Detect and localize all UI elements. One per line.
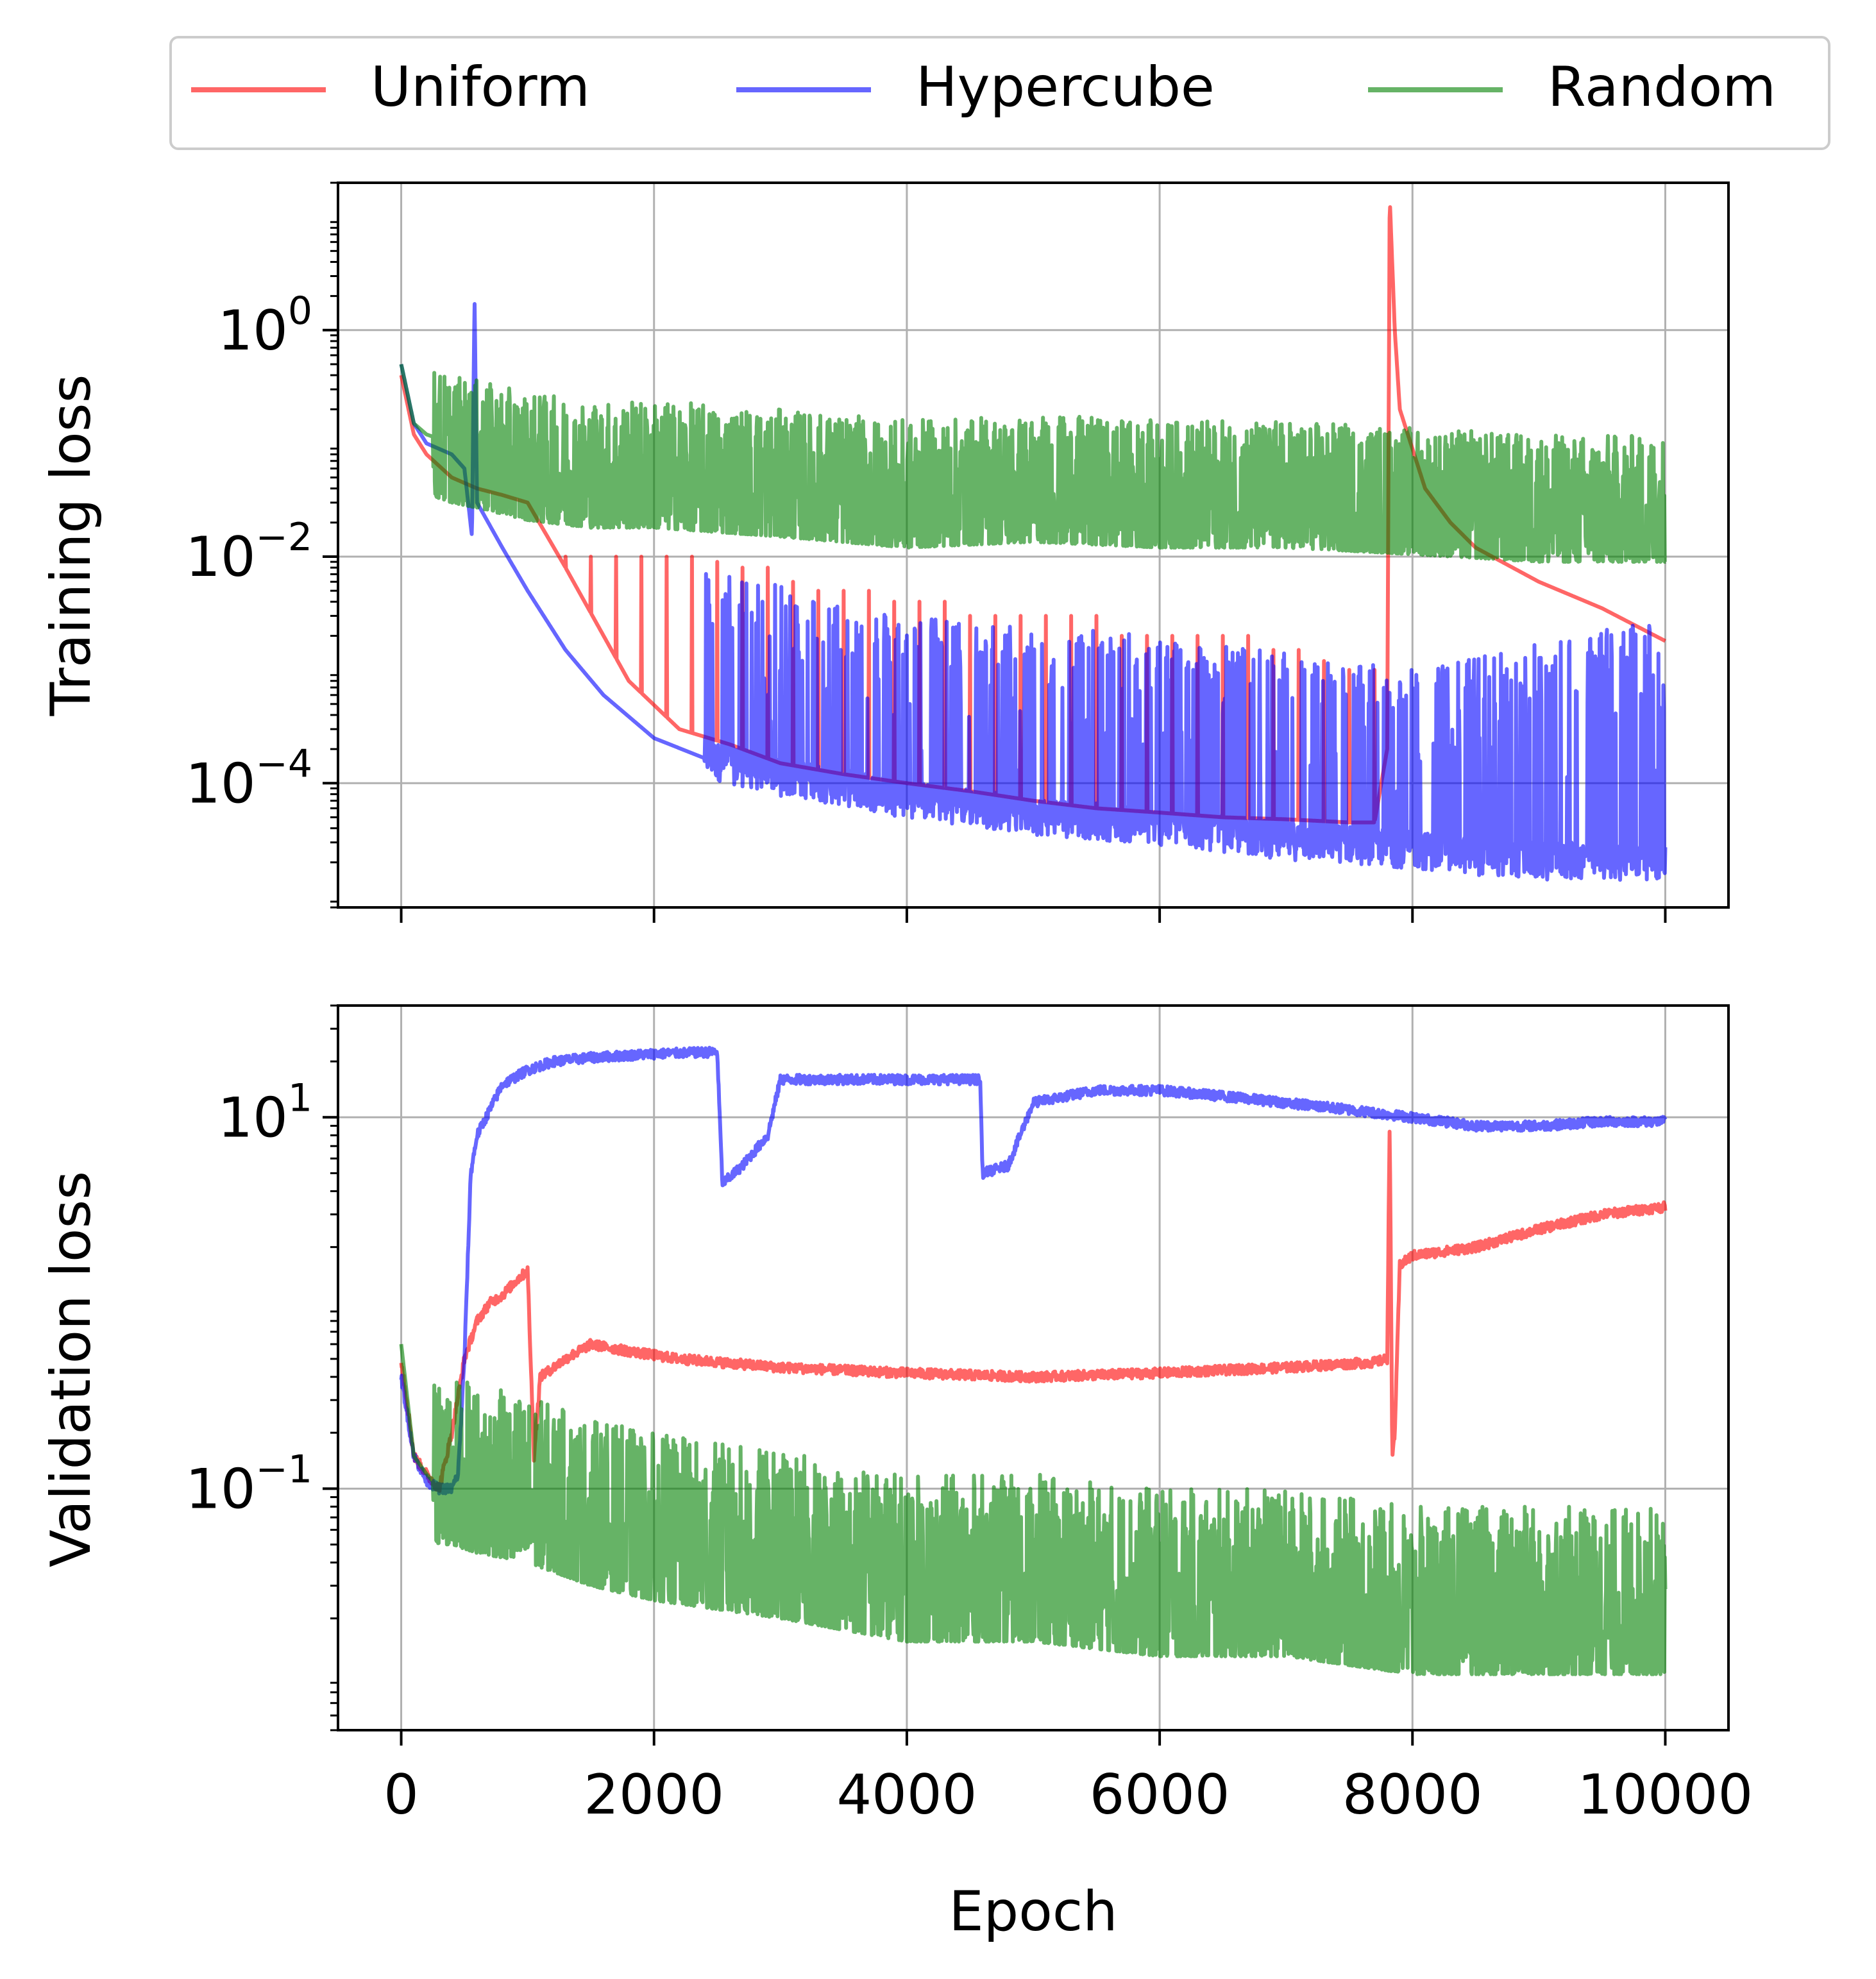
training-ticks: 100 10−2 10−4 xyxy=(185,181,1667,923)
x-tick-label: 10000 xyxy=(1578,1763,1753,1827)
x-tick-label: 4000 xyxy=(836,1763,977,1827)
legend: Uniform Hypercube Random xyxy=(169,36,1830,150)
validation-series xyxy=(399,1045,1668,1676)
legend-label-uniform: Uniform xyxy=(371,55,590,119)
y-tick-label: 10−1 xyxy=(185,1447,312,1521)
y-tick-label: 101 xyxy=(217,1075,312,1150)
validation-ylabel: Validation loss xyxy=(39,1171,103,1567)
training-ylabel: Training loss xyxy=(39,375,103,717)
legend-label-hypercube: Hypercube xyxy=(916,55,1215,119)
training-series xyxy=(399,205,1668,882)
training-loss-panel: 100 10−2 10−4 Training loss xyxy=(39,181,1730,923)
validation-axes-frame xyxy=(337,1004,1730,1731)
legend-frame xyxy=(169,36,1830,150)
y-tick-label: 100 xyxy=(217,289,312,363)
x-tick-label: 2000 xyxy=(584,1763,724,1827)
x-tick-label: 8000 xyxy=(1342,1763,1483,1827)
series-hypercube-line xyxy=(399,1045,1668,1495)
y-tick-label: 10−4 xyxy=(185,741,312,816)
x-tick-label: 0 xyxy=(384,1763,419,1827)
training-axes-frame xyxy=(337,181,1730,909)
y-tick-label: 10−2 xyxy=(185,515,312,589)
validation-loss-panel: 0 2000 4000 6000 8000 10000 101 10−1 Validation… xyxy=(39,1004,1753,1944)
validation-ticks: 0 2000 4000 6000 8000 10000 101 10−1 xyxy=(185,1004,1753,1827)
series-random-line xyxy=(399,1343,1668,1676)
series-uniform-line xyxy=(399,1129,1668,1493)
x-axis-label: Epoch xyxy=(949,1880,1117,1944)
series-random-line xyxy=(399,364,1667,564)
series-hypercube-line xyxy=(399,302,1668,882)
legend-label-random: Random xyxy=(1548,55,1776,119)
x-tick-label: 6000 xyxy=(1090,1763,1230,1827)
